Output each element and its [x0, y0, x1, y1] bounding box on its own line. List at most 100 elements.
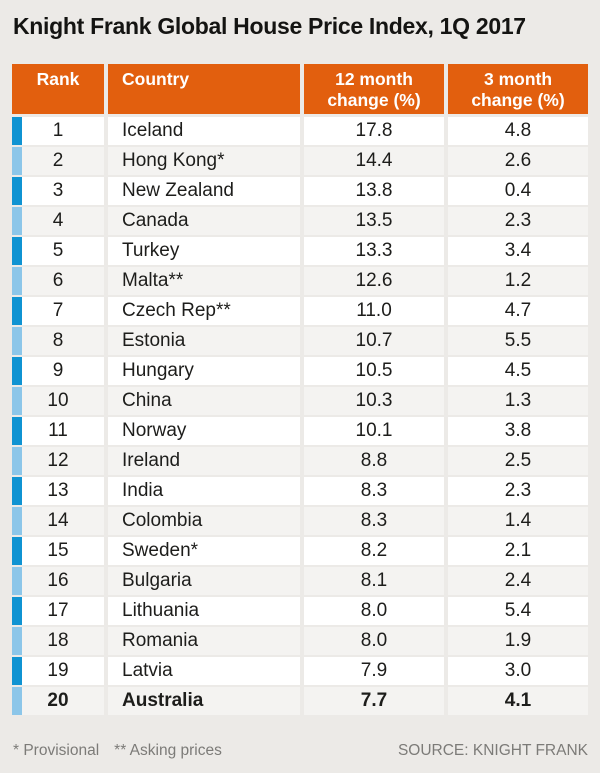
rank-marker	[12, 207, 22, 235]
rank-value: 17	[47, 600, 69, 621]
rank-marker	[12, 597, 22, 625]
rank-marker	[12, 537, 22, 565]
country-cell: India	[108, 477, 300, 505]
rank-cell: 10	[12, 387, 104, 415]
rank-value: 1	[52, 120, 64, 141]
change-12m-cell: 10.7	[304, 327, 444, 355]
rank-value: 18	[47, 630, 69, 651]
rank-cell: 20	[12, 687, 104, 715]
column-header-12m-change: 12 month change (%)	[304, 64, 444, 114]
change-3m-cell: 3.4	[448, 237, 588, 265]
rank-cell: 11	[12, 417, 104, 445]
country-cell: Australia	[108, 687, 300, 715]
table-row: 19 Latvia 7.9 3.0	[12, 657, 588, 685]
change-3m-cell: 1.9	[448, 627, 588, 655]
rank-cell: 12	[12, 447, 104, 475]
column-header-line: Rank	[36, 69, 80, 89]
change-3m-cell: 2.1	[448, 537, 588, 565]
table-row: 14 Colombia 8.3 1.4	[12, 507, 588, 535]
change-3m-cell: 1.2	[448, 267, 588, 295]
table-body: 1 Iceland 17.8 4.8 2 Hong Kong* 14.4 2.6 3 New Ze…	[12, 117, 588, 715]
column-header-line: change (%)	[327, 90, 421, 110]
footnote-bar: * Provisional ** Asking prices SOURCE: K…	[13, 742, 588, 760]
rank-cell: 13	[12, 477, 104, 505]
column-header-line: change (%)	[471, 90, 565, 110]
column-header-line: 12 month	[335, 69, 413, 89]
rank-cell: 2	[12, 147, 104, 175]
footnote-asking-prices: ** Asking prices	[114, 742, 222, 759]
country-cell: Hong Kong*	[108, 147, 300, 175]
rank-marker	[12, 447, 22, 475]
country-cell: Norway	[108, 417, 300, 445]
change-3m-cell: 3.0	[448, 657, 588, 685]
table-header-row: Rank Country 12 month change (%) 3 month chan…	[12, 64, 588, 114]
rank-cell: 1	[12, 117, 104, 145]
change-3m-cell: 4.1	[448, 687, 588, 715]
change-3m-cell: 2.5	[448, 447, 588, 475]
rank-value: 8	[52, 330, 64, 351]
page-title: Knight Frank Global House Price Index, 1…	[13, 13, 526, 39]
country-cell: New Zealand	[108, 177, 300, 205]
change-12m-cell: 8.1	[304, 567, 444, 595]
table-row: 1 Iceland 17.8 4.8	[12, 117, 588, 145]
country-cell: Malta**	[108, 267, 300, 295]
rank-marker	[12, 477, 22, 505]
rank-value: 2	[52, 150, 64, 171]
rank-value: 12	[47, 450, 69, 471]
rank-cell: 17	[12, 597, 104, 625]
rank-value: 14	[47, 510, 69, 531]
change-12m-cell: 8.8	[304, 447, 444, 475]
rank-cell: 6	[12, 267, 104, 295]
rank-value: 5	[52, 240, 64, 261]
table-row: 7 Czech Rep** 11.0 4.7	[12, 297, 588, 325]
change-3m-cell: 2.3	[448, 477, 588, 505]
table-row: 20 Australia 7.7 4.1	[12, 687, 588, 715]
house-price-table: Rank Country 12 month change (%) 3 month chan…	[12, 64, 588, 717]
rank-cell: 8	[12, 327, 104, 355]
source-credit: SOURCE: KNIGHT FRANK	[397, 742, 588, 759]
change-12m-cell: 10.5	[304, 357, 444, 385]
rank-value: 19	[47, 660, 69, 681]
rank-cell: 14	[12, 507, 104, 535]
country-cell: China	[108, 387, 300, 415]
rank-value: 10	[47, 390, 69, 411]
change-3m-cell: 5.5	[448, 327, 588, 355]
rank-cell: 3	[12, 177, 104, 205]
table-row: 2 Hong Kong* 14.4 2.6	[12, 147, 588, 175]
country-cell: Romania	[108, 627, 300, 655]
rank-marker	[12, 387, 22, 415]
rank-marker	[12, 357, 22, 385]
rank-cell: 5	[12, 237, 104, 265]
rank-value: 13	[47, 480, 69, 501]
rank-marker	[12, 177, 22, 205]
change-12m-cell: 13.3	[304, 237, 444, 265]
country-cell: Hungary	[108, 357, 300, 385]
change-3m-cell: 4.7	[448, 297, 588, 325]
rank-marker	[12, 327, 22, 355]
change-12m-cell: 8.2	[304, 537, 444, 565]
table-row: 5 Turkey 13.3 3.4	[12, 237, 588, 265]
rank-cell: 15	[12, 537, 104, 565]
column-header-line: 3 month	[483, 69, 553, 89]
rank-cell: 4	[12, 207, 104, 235]
rank-value: 7	[52, 300, 64, 321]
table-row: 4 Canada 13.5 2.3	[12, 207, 588, 235]
table-row: 17 Lithuania 8.0 5.4	[12, 597, 588, 625]
footnotes: * Provisional ** Asking prices	[13, 742, 222, 760]
table-row: 13 India 8.3 2.3	[12, 477, 588, 505]
change-12m-cell: 10.1	[304, 417, 444, 445]
change-12m-cell: 14.4	[304, 147, 444, 175]
rank-marker	[12, 147, 22, 175]
rank-value: 20	[47, 690, 69, 711]
table-row: 18 Romania 8.0 1.9	[12, 627, 588, 655]
change-3m-cell: 2.3	[448, 207, 588, 235]
change-3m-cell: 1.3	[448, 387, 588, 415]
table-row: 10 China 10.3 1.3	[12, 387, 588, 415]
rank-cell: 16	[12, 567, 104, 595]
rank-marker	[12, 417, 22, 445]
rank-marker	[12, 117, 22, 145]
rank-value: 16	[47, 570, 69, 591]
table-row: 16 Bulgaria 8.1 2.4	[12, 567, 588, 595]
change-12m-cell: 7.7	[304, 687, 444, 715]
